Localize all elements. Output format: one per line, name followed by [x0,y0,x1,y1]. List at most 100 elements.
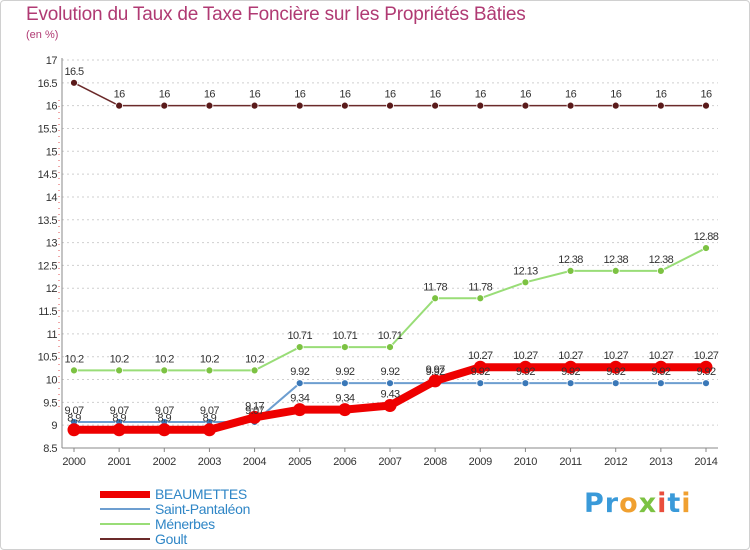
data-point [699,360,713,374]
chart-title: Evolution du Taux de Taxe Foncière sur l… [26,4,526,25]
data-label: 12.13 [513,265,538,277]
data-label: 9.07 [245,405,264,417]
data-label: 16 [114,89,126,101]
x-tick-label: 2000 [62,456,85,468]
x-tick-label: 2001 [108,456,131,468]
data-point [656,101,665,110]
x-tick-label: 2012 [604,456,627,468]
data-label: 8.9 [203,413,217,425]
data-point [611,101,620,110]
data-point [205,101,214,110]
x-tick-label: 2011 [559,456,582,468]
x-tick-label: 2010 [514,456,537,468]
x-tick-label: 2007 [378,456,401,468]
data-point [431,101,440,110]
x-tick-label: 2002 [153,456,176,468]
data-label: 9.92 [696,366,715,378]
x-tick-label: 2006 [333,456,356,468]
data-point [295,101,304,110]
data-label: 9.34 [290,393,309,405]
data-label: 9.92 [651,366,670,378]
data-point [566,266,575,275]
y-tick-label: 17 [46,55,58,67]
data-label: 16 [565,89,577,101]
x-tick-label: 2004 [243,456,266,468]
data-point [654,360,668,374]
x-tick-label: 2014 [694,456,717,468]
data-label: 10.2 [245,353,264,365]
data-label: 16 [475,89,487,101]
data-label: 12.38 [558,254,583,266]
axis-layer: 8.5 9 9.5 10 10.5 11 11.5 12 12.5 13 13.5 14 14.5 15 1… [38,55,719,468]
data-point [521,379,530,388]
data-label: 16 [249,89,261,101]
data-label: 10.27 [649,350,674,362]
data-point [656,266,665,275]
data-label: 9.97 [426,364,445,376]
data-label: 10.27 [468,350,493,362]
data-point [518,360,532,374]
y-tick-label: 16 [46,101,58,113]
data-point [250,101,259,110]
data-label: 9.07 [155,405,174,417]
data-label: 16 [294,89,306,101]
legend-item-goult: Goult [100,531,360,547]
data-label: 16 [339,89,351,101]
y-tick-label: 8.5 [43,443,57,455]
data-point [250,366,259,375]
data-point [70,366,78,375]
data-label: 16 [520,89,532,101]
data-label: 12.38 [649,254,674,266]
data-label: 16 [430,89,442,101]
y-tick-label: 12.5 [38,260,58,272]
data-point [521,101,530,110]
y-tick-label: 9.5 [43,397,57,409]
data-point [160,366,169,375]
legend-swatch [100,491,150,498]
legend-swatch [100,508,150,510]
data-label: 9.07 [110,405,129,417]
data-point [428,374,442,388]
data-point [340,343,349,352]
y-tick-label: 13.5 [38,215,58,227]
data-label: 8.9 [67,413,81,425]
data-point [295,379,304,388]
legend-label: Ménerbes [155,516,215,532]
data-label: 16 [700,89,712,101]
y-tick-label: 15.5 [38,123,58,135]
data-point [473,360,487,374]
data-point [566,101,575,110]
y-tick-label: 10 [46,375,58,387]
data-point [67,423,81,437]
data-point [611,379,620,388]
proxiti-logo[interactable]: Proxiti [584,488,692,519]
data-label: 8.9 [158,413,172,425]
y-tick-label: 14 [46,192,58,204]
data-point [431,294,440,303]
data-point [566,379,575,388]
data-label: 10.27 [513,350,538,362]
legend-item-menerbes: Ménerbes [100,516,360,532]
data-label-layer: 16.5 16 16 16 16 16 16 16 16 16 16 16 16 16 16 10.2 10.2… [64,66,719,425]
data-label: 11.78 [468,281,492,293]
data-label: 10.71 [287,330,312,342]
data-point [115,101,124,110]
data-point [609,360,623,374]
data-label: 10.2 [155,353,174,365]
y-tick-label: 9 [51,420,57,432]
data-point [157,423,171,437]
legend-item-beaumettes: BEAUMETTES [100,486,360,502]
data-label: 16 [159,89,171,101]
data-point [564,360,578,374]
y-tick-label: 12 [46,283,58,295]
data-label: 10.2 [64,353,83,365]
data-point [160,101,169,110]
data-label: 9.17 [245,400,264,412]
data-point [115,366,124,375]
data-label: 10.2 [200,353,219,365]
data-point [656,379,665,388]
data-label: 8.9 [112,413,126,425]
legend-label: Saint-Pantaléon [155,501,251,517]
data-label: 9.92 [471,366,490,378]
data-point [295,343,304,352]
